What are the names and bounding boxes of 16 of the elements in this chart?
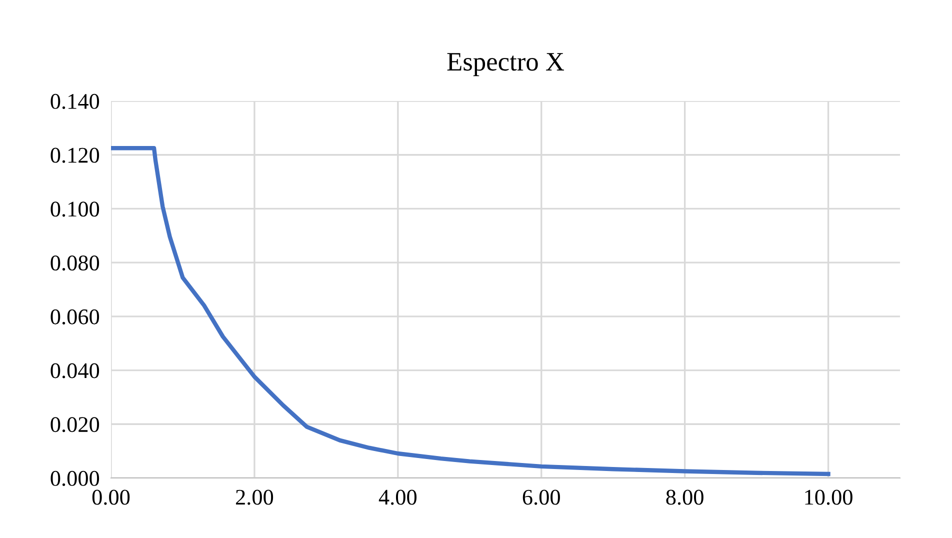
x-tick-label: 10.00: [805, 490, 852, 505]
y-tick-label: 0.100: [50, 202, 100, 217]
y-tick-label: 0.040: [50, 363, 100, 378]
x-tick-label: 0.00: [92, 490, 130, 505]
line-series: [111, 146, 830, 476]
x-tick-label: 4.00: [378, 490, 417, 505]
y-tick-label: 0.000: [50, 470, 100, 486]
x-tick-label: 2.00: [236, 490, 274, 505]
y-tick-label: 0.080: [50, 256, 100, 271]
x-tick-label: 8.00: [666, 490, 704, 505]
y-tick-label: 0.140: [50, 94, 100, 110]
x-tick-label: 6.00: [522, 490, 560, 505]
chart-title: Espectro X: [447, 53, 564, 76]
y-tick-label: 0.020: [50, 417, 100, 432]
y-tick-label: 0.120: [50, 148, 100, 163]
y-tick-label: 0.060: [50, 309, 100, 324]
